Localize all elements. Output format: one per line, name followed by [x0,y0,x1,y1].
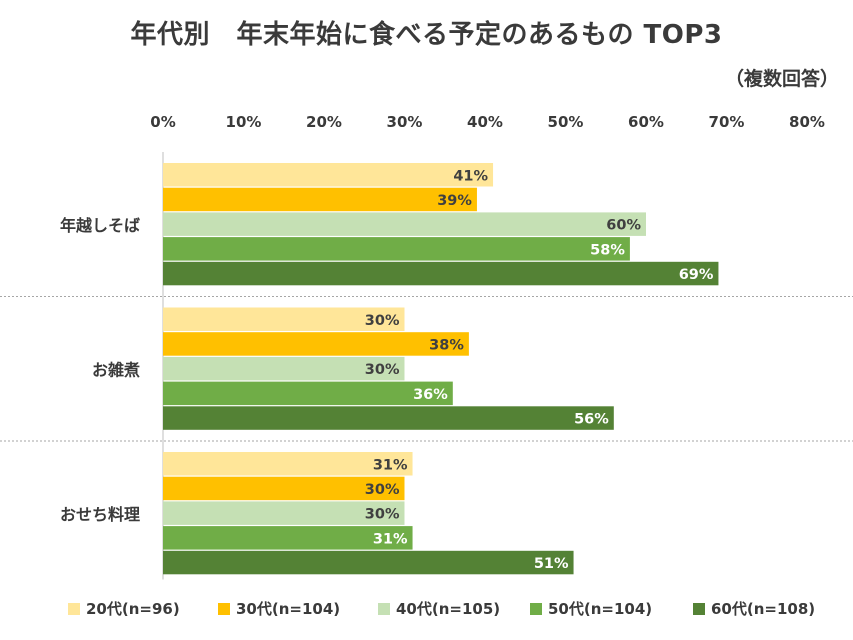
x-tick-label: 40% [467,113,503,131]
x-tick-label: 30% [387,113,423,131]
bar [163,526,413,550]
bar-value-label: 36% [413,387,448,403]
bar [163,261,719,286]
x-tick-label: 80% [789,113,825,131]
bar [163,187,477,212]
bar-value-label: 51% [534,556,569,572]
category-label: 年越しそば [60,216,140,235]
legend-swatch [693,603,705,615]
chart-subtitle: （複数回答） [724,68,839,90]
bar-value-label: 56% [574,412,609,428]
bar-value-label: 31% [373,457,408,473]
bar [163,332,469,356]
legend-swatch [530,603,542,615]
bar [163,163,494,187]
bar [163,307,405,331]
category-label: お雑煮 [92,360,140,379]
legend-swatch [378,603,390,615]
legend-swatch [68,603,80,615]
bar-value-label: 30% [365,507,400,523]
bar-value-label: 39% [437,193,472,209]
legend-label: 40代(n=105) [396,600,500,618]
bar-value-label: 69% [679,267,714,283]
x-tick-label: 60% [628,113,664,131]
legend-label: 20代(n=96) [86,600,180,618]
bar-value-label: 41% [453,168,488,184]
bar [163,452,413,476]
legend-label: 30代(n=104) [236,600,340,618]
bar-value-label: 31% [373,531,408,547]
legend-swatch [218,603,230,615]
bar-value-label: 58% [590,242,625,258]
x-tick-label: 20% [306,113,342,131]
chart-title: 年代別 年末年始に食べる予定のあるもの TOP3 [130,20,723,50]
bar [163,237,630,261]
bar [163,476,405,501]
bar [163,550,574,575]
bar [163,501,405,525]
legend-label: 60代(n=108) [711,600,815,618]
x-tick-label: 70% [709,113,745,131]
bar-value-label: 30% [365,362,400,378]
x-tick-label: 0% [150,113,175,131]
legend-label: 50代(n=104) [548,600,652,618]
bar-value-label: 30% [365,313,400,329]
bar [163,356,405,381]
bar [163,381,453,406]
category-label: おせち料理 [60,505,140,524]
bar-value-label: 60% [606,218,641,234]
bar-value-label: 38% [429,337,464,353]
x-tick-label: 10% [226,113,262,131]
bar [163,212,646,236]
x-tick-label: 50% [548,113,584,131]
bar [163,406,614,430]
bar-value-label: 30% [365,482,400,498]
